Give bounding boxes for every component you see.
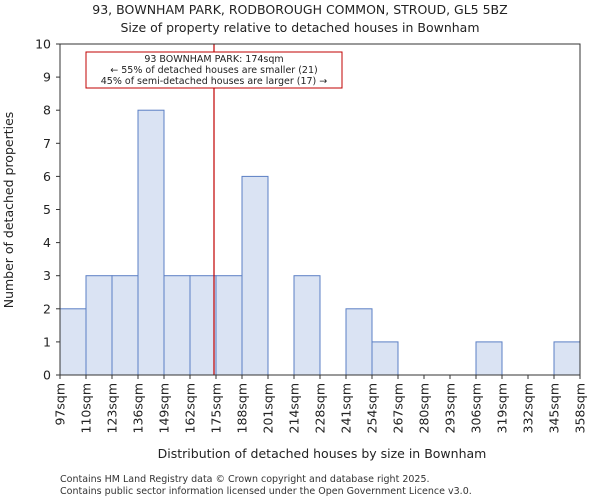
x-tick-label: 241sqm xyxy=(339,383,354,433)
bar-306sqm xyxy=(475,341,503,376)
x-tick-label: 345sqm xyxy=(547,383,562,433)
chart-title-line-2: Size of property relative to detached ho… xyxy=(120,20,479,35)
y-tick-label: 5 xyxy=(43,202,51,217)
y-tick-label: 7 xyxy=(43,136,51,151)
x-tick-label: 280sqm xyxy=(417,383,432,433)
y-tick-label: 4 xyxy=(43,235,51,250)
plot-frame xyxy=(59,43,581,376)
x-tick-label: 358sqm xyxy=(573,383,588,433)
y-tick-label: 0 xyxy=(43,368,51,383)
x-tick-label: 319sqm xyxy=(495,383,510,433)
x-tick-label: 136sqm xyxy=(131,383,146,433)
x-tick-label: 149sqm xyxy=(157,383,172,433)
annotation-line-2: ← 55% of detached houses are smaller (21… xyxy=(110,65,317,76)
y-tick-label: 2 xyxy=(43,301,51,316)
y-ticks-group: 0 1 2 3 4 5 6 7 8 9 10 xyxy=(35,37,60,383)
y-axis-label: Number of detached properties xyxy=(1,112,16,309)
bar-254sqm xyxy=(371,341,399,376)
chart-title-line-1: 93, BOWNHAM PARK, RODBOROUGH COMMON, STR… xyxy=(92,2,507,17)
bar-162sqm xyxy=(189,275,217,376)
annotation-line-3: 45% of semi-detached houses are larger (… xyxy=(101,76,328,87)
bar-175sqm xyxy=(215,275,243,376)
x-tick-label: 306sqm xyxy=(469,383,484,433)
x-tick-label: 110sqm xyxy=(79,383,94,433)
x-tick-label: 332sqm xyxy=(521,383,536,433)
x-tick-label: 97sqm xyxy=(53,383,68,426)
y-tick-label: 3 xyxy=(43,268,51,283)
bar-136sqm xyxy=(137,109,165,376)
bar-188sqm xyxy=(241,175,269,376)
bar-149sqm xyxy=(163,275,191,376)
bar-214sqm xyxy=(293,275,321,376)
y-tick-label: 8 xyxy=(43,103,51,118)
x-tick-label: 267sqm xyxy=(391,383,406,433)
y-tick-label: 6 xyxy=(43,169,51,184)
bars-group xyxy=(59,109,581,376)
y-tick-label: 10 xyxy=(35,37,51,52)
bar-123sqm xyxy=(111,275,139,376)
x-tick-label: 201sqm xyxy=(261,383,276,433)
y-tick-label: 1 xyxy=(43,334,51,349)
x-tick-label: 254sqm xyxy=(365,383,380,433)
footer-line-1: Contains HM Land Registry data © Crown c… xyxy=(60,474,430,485)
footer-line-2: Contains public sector information licen… xyxy=(60,486,472,497)
y-tick-label: 9 xyxy=(43,70,51,85)
x-tick-label: 162sqm xyxy=(183,383,198,433)
bar-345sqm xyxy=(553,341,581,376)
bar-241sqm xyxy=(345,308,373,376)
x-tick-label: 228sqm xyxy=(313,383,328,433)
annotation-line-1: 93 BOWNHAM PARK: 174sqm xyxy=(144,54,283,65)
bar-110sqm xyxy=(85,275,113,376)
x-tick-label: 214sqm xyxy=(287,383,302,433)
x-tick-label: 188sqm xyxy=(235,383,250,433)
x-ticks-group: 97sqm 110sqm 123sqm 136sqm 149sqm 162sqm 175sq… xyxy=(53,375,588,433)
annotation-box xyxy=(85,51,343,89)
x-tick-label: 175sqm xyxy=(209,383,224,433)
bar-97sqm xyxy=(59,308,87,376)
x-tick-label: 123sqm xyxy=(105,383,120,433)
x-tick-label: 293sqm xyxy=(443,383,458,433)
x-axis-label: Distribution of detached houses by size … xyxy=(158,446,487,461)
